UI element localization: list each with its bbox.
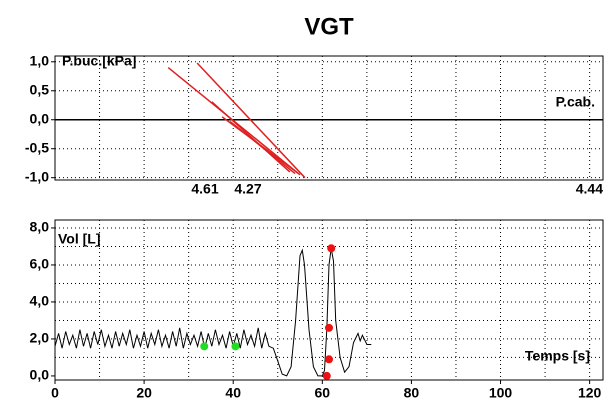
plot-frame [54,55,604,181]
data-point [325,355,333,364]
annotation: 4.44 [576,181,603,197]
data-point [200,342,209,351]
y-tick-label: 4,0 [30,293,50,309]
annotation: 4.61 [191,181,218,197]
y-tick-label: 6,0 [30,256,50,272]
y-tick-label: 2,0 [30,330,50,346]
data-point [322,371,331,380]
plot-frame [54,219,604,381]
x-tick-label: 100 [489,385,513,401]
y-axis-label: Vol [L] [58,231,101,247]
y-tick-label: 0,0 [30,110,50,126]
y-tick-label: -0,5 [25,139,49,155]
data-line [211,101,291,173]
data-line [196,62,306,179]
x-tick-label: 40 [225,385,241,401]
x-axis-label: Temps [s] [525,348,590,364]
data-line [54,248,372,377]
annotation: 4.27 [234,181,261,197]
data-point [327,244,336,253]
data-line [221,116,299,174]
x-tick-label: 60 [315,385,331,401]
x-axis-label: P.cab. [556,94,595,110]
x-tick-label: 120 [578,385,602,401]
x-tick-label: 0 [51,385,59,401]
x-tick-label: 80 [404,385,420,401]
y-tick-label: 8,0 [30,219,50,235]
y-tick-label: -1,0 [25,168,49,184]
y-axis-label: P.buc.[kPa] [62,53,136,69]
y-tick-label: 1,0 [30,52,50,68]
data-point [325,323,333,332]
x-tick-label: 20 [136,385,152,401]
y-tick-label: 0,5 [30,81,50,97]
chart-title: VGT [304,13,354,40]
data-point [231,342,240,351]
y-tick-label: 0,0 [30,367,50,383]
